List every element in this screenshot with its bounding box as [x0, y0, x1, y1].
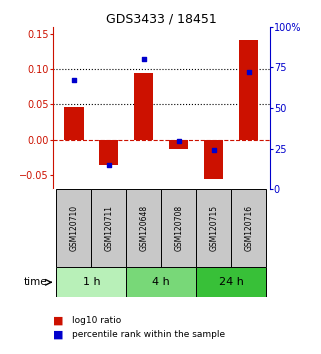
- Bar: [169, 140, 188, 149]
- Text: percentile rank within the sample: percentile rank within the sample: [72, 330, 225, 339]
- Bar: [99, 140, 118, 165]
- Bar: [196, 267, 266, 297]
- Text: ■: ■: [53, 315, 64, 325]
- Bar: [161, 189, 196, 267]
- Text: ■: ■: [53, 330, 64, 339]
- Bar: [231, 189, 266, 267]
- Text: time: time: [24, 277, 48, 287]
- Bar: [56, 189, 91, 267]
- Bar: [126, 267, 196, 297]
- Bar: [239, 40, 258, 140]
- Text: GSM120716: GSM120716: [244, 205, 253, 251]
- Title: GDS3433 / 18451: GDS3433 / 18451: [106, 12, 217, 25]
- Point: [71, 78, 76, 83]
- Text: GSM120711: GSM120711: [104, 205, 113, 251]
- Text: GSM120708: GSM120708: [174, 205, 183, 251]
- Bar: [126, 189, 161, 267]
- Text: log10 ratio: log10 ratio: [72, 316, 121, 325]
- Point: [106, 162, 111, 168]
- Point: [211, 148, 216, 153]
- Bar: [91, 189, 126, 267]
- Text: GSM120715: GSM120715: [209, 205, 218, 251]
- Text: GSM120710: GSM120710: [69, 205, 78, 251]
- Bar: [64, 107, 83, 140]
- Text: GSM120648: GSM120648: [139, 205, 148, 251]
- Bar: [196, 189, 231, 267]
- Bar: [204, 140, 223, 179]
- Point: [141, 56, 146, 62]
- Text: 24 h: 24 h: [219, 277, 244, 287]
- Bar: [56, 267, 126, 297]
- Bar: [134, 73, 153, 140]
- Point: [246, 69, 251, 75]
- Text: 4 h: 4 h: [152, 277, 170, 287]
- Point: [176, 138, 181, 143]
- Text: 1 h: 1 h: [82, 277, 100, 287]
